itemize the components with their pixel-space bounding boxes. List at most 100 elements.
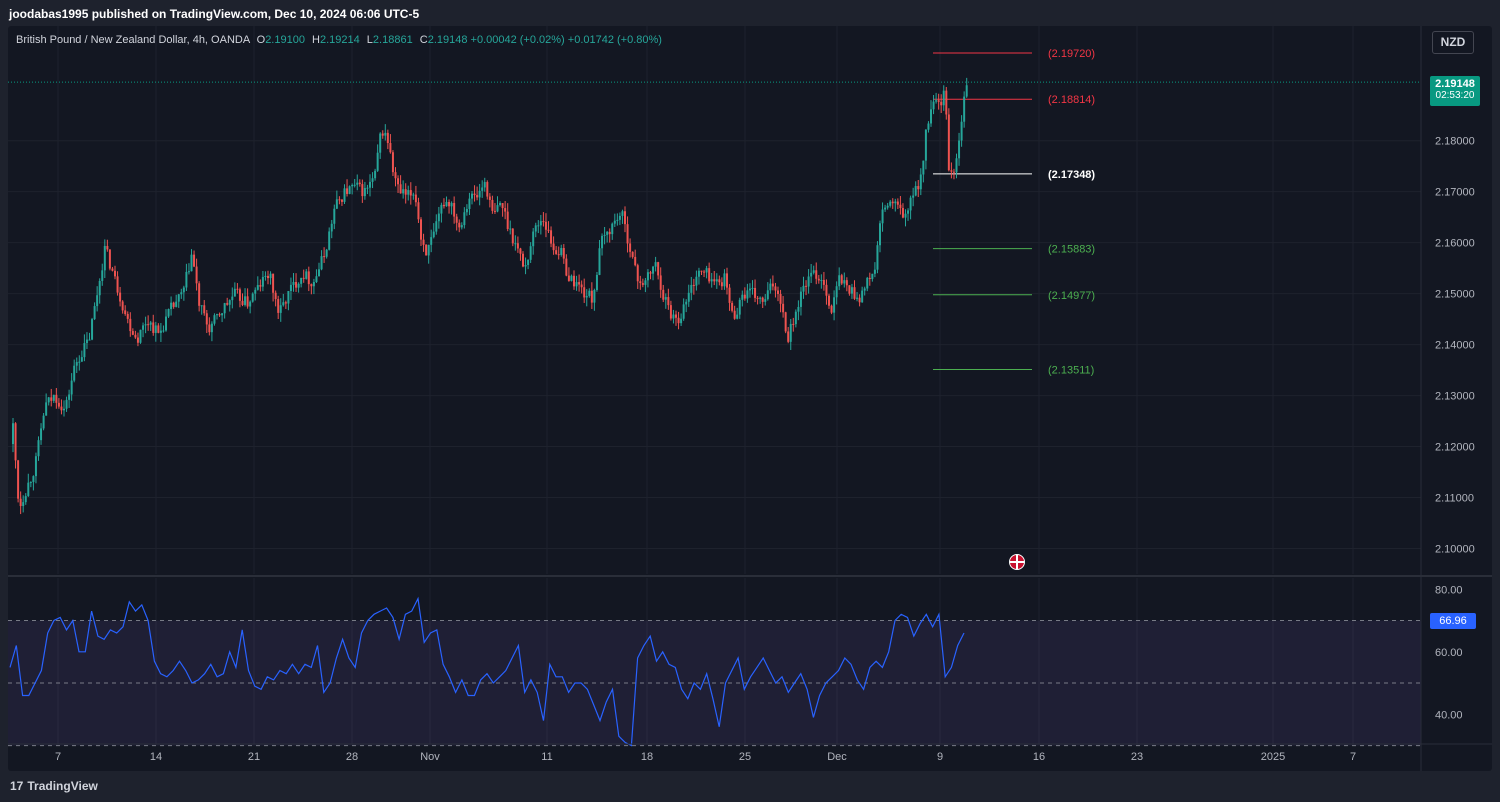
candle-body (442, 204, 445, 207)
candle-body (777, 290, 779, 294)
candle-body (346, 188, 349, 194)
candle-body (493, 210, 496, 212)
candle-body (19, 498, 22, 507)
candle-body (606, 231, 609, 235)
candle-body (374, 170, 377, 179)
candle-body (759, 297, 762, 299)
candle-body (879, 223, 881, 246)
candle-body (323, 256, 326, 258)
candle-body (134, 334, 137, 338)
chart-canvas[interactable]: (2.19720) (2.18814) (2.17348) (2.15883) (2.1… (8, 26, 1492, 771)
time-tick-label: Dec (827, 751, 847, 763)
price-tick-label: 2.12000 (1435, 442, 1475, 454)
time-tick-label: 25 (739, 751, 751, 763)
candle-body (822, 279, 825, 285)
candle-body (863, 288, 866, 291)
candle-body (460, 225, 463, 228)
tradingview-footer[interactable]: 17 TradingView (10, 779, 98, 793)
candle-body (886, 205, 889, 208)
candle-body (450, 203, 453, 207)
high-value: 2.19214 (319, 34, 360, 46)
candle-body (789, 323, 792, 342)
candle-body (333, 208, 336, 224)
candle-body (195, 266, 198, 284)
candle-body (379, 133, 382, 153)
candle-body (654, 262, 657, 267)
price-tick-label: 2.18000 (1435, 136, 1475, 148)
candle-body (435, 221, 438, 232)
candle-body (351, 184, 354, 187)
candle-body (203, 305, 206, 314)
level-label-0: (2.19720) (1048, 48, 1095, 60)
candle-body (567, 275, 570, 281)
candle-body (231, 296, 234, 301)
candle-body (539, 221, 542, 226)
candle-body (552, 243, 555, 251)
level-label-4: (2.14977) (1048, 290, 1095, 302)
candle-body (12, 423, 14, 445)
candle-body (172, 302, 175, 307)
candle-body (149, 322, 152, 325)
candle-body (409, 190, 412, 196)
candle-body (295, 281, 298, 288)
candle-body (106, 245, 109, 250)
candle-body (884, 207, 887, 210)
candle-body (455, 216, 458, 223)
candle-body (376, 152, 379, 171)
candle-body (14, 423, 17, 461)
candle-body (114, 270, 116, 277)
candle-body (965, 85, 968, 97)
candle-body (774, 286, 777, 291)
candle-body (858, 297, 861, 303)
candle-body (504, 208, 507, 212)
candle-body (47, 397, 50, 403)
rsi-tick-label: 60.00 (1435, 647, 1463, 659)
candle-body (588, 290, 591, 296)
high-label: H (312, 34, 320, 46)
price-axis[interactable]: 2.18000 2.17000 2.16000 2.15000 2.14000 2.130… (1435, 136, 1475, 556)
candle-body (646, 272, 649, 281)
candle-body (537, 225, 540, 227)
candle-body (664, 297, 667, 300)
candle-body (769, 283, 772, 291)
candle-body (124, 310, 127, 315)
candle-body (935, 100, 938, 102)
time-tick-label: 21 (248, 751, 260, 763)
currency-badge[interactable]: NZD (1432, 31, 1474, 54)
time-tick-label: 11 (541, 751, 552, 763)
candle-body (481, 187, 484, 191)
rsi-axis[interactable]: 80.00 60.00 40.00 (1435, 584, 1463, 721)
candle-body (170, 302, 173, 310)
candle-body (866, 277, 869, 289)
candle-body (680, 318, 683, 324)
candle-body (152, 322, 155, 333)
candle-body (555, 250, 558, 255)
time-axis[interactable]: 7 14 21 28 Nov 11 18 25 Dec 9 16 23 2025 7 (8, 743, 1492, 763)
candle-body (562, 248, 565, 259)
candle-body (297, 283, 300, 288)
candlestick-series (12, 77, 968, 515)
candle-body (573, 275, 575, 287)
candle-body (672, 314, 675, 319)
candle-body (45, 402, 48, 416)
candle-body (476, 195, 479, 198)
chart-panel[interactable]: (2.19720) (2.18814) (2.17348) (2.15883) (2.1… (8, 26, 1492, 771)
candle-body (723, 273, 726, 287)
candle-body (42, 415, 45, 429)
candle-body (738, 299, 741, 315)
candle-body (669, 305, 672, 319)
candle-body (927, 123, 930, 130)
candle-body (175, 301, 178, 307)
candle-body (595, 274, 598, 290)
candle-body (50, 397, 53, 401)
uk-flag-event-icon[interactable] (1009, 554, 1025, 570)
candle-body (91, 319, 94, 340)
candle-body (65, 399, 68, 409)
candle-body (641, 283, 644, 285)
candle-body (720, 282, 723, 287)
candle-body (590, 290, 593, 303)
candle-body (68, 394, 71, 400)
symbol-legend[interactable]: British Pound / New Zealand Dollar, 4h, … (16, 34, 662, 46)
candle-body (896, 201, 899, 205)
candle-body (420, 219, 422, 240)
